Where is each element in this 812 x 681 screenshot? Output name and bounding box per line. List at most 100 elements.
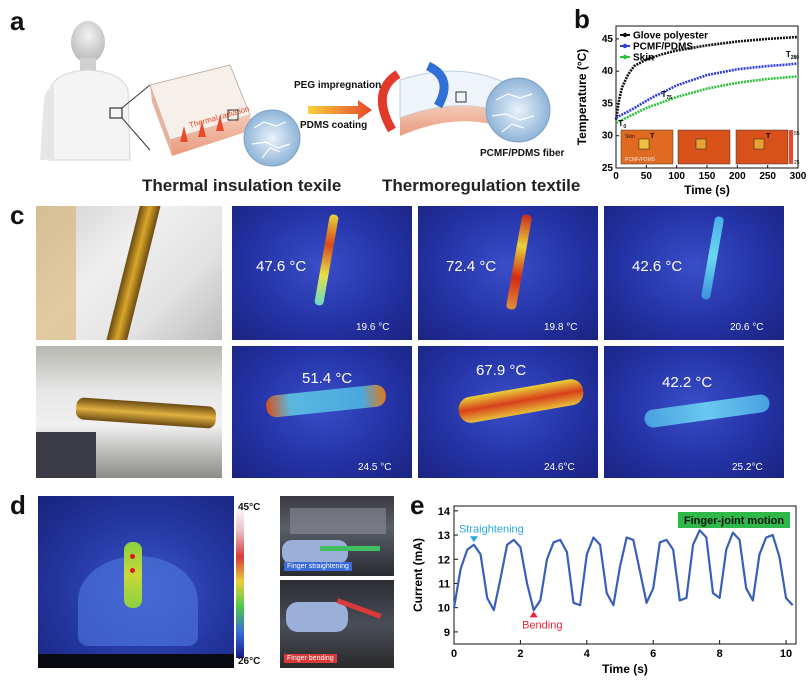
chart-b-xtick-label: 300 [790, 171, 806, 182]
peak-temp-r2-c2: 67.9 °C [476, 362, 527, 379]
thermal-image-r2-c1: 51.4 °C 24.5 °C [232, 346, 412, 478]
chart-e-frame [453, 505, 797, 645]
chart-b-series-line [615, 62, 799, 119]
photo-finger-straight: Finger straightening [280, 496, 394, 576]
ambient-temp-r1-c3: 20.6 °C [730, 322, 764, 333]
peak-temp-r1-c2: 72.4 °C [446, 258, 497, 275]
insulation-fabric: Thermal radiation [149, 64, 301, 167]
chart-b-inset-label: PCMF/PDMS [625, 157, 656, 163]
step-peg-impregnation: PEG impregnation [294, 80, 382, 91]
chart-b-xtick-label: 250 [759, 171, 776, 182]
chart-e-xtick-label: 0 [451, 648, 457, 660]
chart-e-series-line [452, 529, 794, 612]
chart-e-ylabel: Current (mA) [411, 538, 425, 612]
chart-b-xlabel: Time (s) [684, 183, 730, 197]
human-figure [40, 21, 151, 161]
ambient-temp-r1-c1: 19.6 °C [356, 322, 390, 333]
photo-arm-bent [36, 346, 222, 478]
photo-arm-straight [36, 206, 222, 340]
title-regulation-textile: Thermoregulation textile [382, 176, 581, 195]
chart-b-ytick-label: 35 [602, 98, 614, 109]
chart-e-ytick-label: 10 [438, 603, 450, 615]
scale-min-label: 26°C [238, 656, 261, 667]
chart-e-xtick-label: 2 [517, 648, 523, 660]
chart-e-ytick-label: 11 [438, 578, 450, 590]
peak-temp-r2-c1: 51.4 °C [302, 370, 353, 387]
chart-b-legend-label: Skin [633, 53, 654, 64]
chart-b-ytick-label: 25 [602, 163, 614, 174]
chart-b-inset-patch [695, 138, 707, 150]
chart-e-ytick-label: 9 [444, 627, 450, 639]
chart-b-legend-label: PCMF/PDMS [633, 42, 693, 53]
chart-b-ylabel: Temperature (°C) [575, 49, 589, 146]
chart-b-xtick-label: 150 [699, 171, 716, 182]
chart-b-inset-scale-label: 55 [794, 131, 800, 137]
chart-e-annotation-straightening: Straightening [459, 524, 524, 536]
panel-label-d: d [10, 490, 26, 520]
chart-b-inset-patch [638, 138, 650, 150]
chart-e-ytick-label: 12 [438, 554, 450, 566]
chart-b-xtick-label: 0 [613, 171, 619, 182]
chart-b-xtick-label: 200 [729, 171, 746, 182]
scale-max-label: 45°C [238, 502, 261, 513]
chart-e-xtick-label: 6 [650, 648, 656, 660]
chart-b-inset-patch [753, 138, 765, 150]
chart-b-legend-marker [622, 32, 628, 38]
caption-finger-straightening: Finger straightening [284, 562, 352, 571]
step-pdms-coating: PDMS coating [300, 120, 368, 131]
caption-finger-bending: Finger bending [284, 654, 337, 663]
chart-b-xtick-label: 100 [668, 171, 685, 182]
chart-b-annotation: T75 [662, 90, 673, 101]
thermal-hand-image [38, 496, 234, 668]
thermal-image-r2-c3: 42.2 °C 25.2°C [604, 346, 784, 478]
peak-temp-r1-c1: 47.6 °C [256, 258, 307, 275]
chart-e-legend-label: Finger-joint motion [684, 515, 784, 527]
chart-e-xtick-label: 10 [780, 648, 792, 660]
chart-b-inset-scale-label: 25 [794, 160, 800, 166]
ambient-temp-r2-c3: 25.2°C [732, 462, 763, 473]
chart-b-inset-scale [789, 130, 793, 164]
chart-b-inset-annotation: T [650, 133, 655, 140]
process-arrow [308, 100, 372, 120]
chart-b-legend-marker [622, 54, 628, 60]
fiber-label: PCMF/PDMS fiber [480, 148, 565, 159]
chart-b-ytick-label: 30 [602, 131, 614, 142]
temperature-chart: 0 50 100 150 200 250 300 25 30 35 40 45 Time (s) Temp… [575, 25, 806, 197]
thermal-image-r2-c2: 67.9 °C 24.6°C [418, 346, 598, 478]
chart-e-annotation-bending: Bending [522, 619, 562, 631]
ambient-temp-r2-c2: 24.6°C [544, 462, 575, 473]
panel-label-a: a [10, 6, 25, 36]
title-insulation-textile: Thermal insulation texile [142, 176, 342, 195]
chart-b-inset-label: Skin [625, 134, 635, 140]
chart-b-series-line [615, 75, 799, 124]
chart-b-ytick-label: 40 [602, 66, 614, 77]
photo-finger-bent: Finger bending [280, 580, 394, 668]
chart-e-ytick-label: 14 [438, 506, 451, 518]
chart-b-legend-marker [622, 43, 628, 49]
chart-e-bending-marker [529, 611, 538, 618]
chart-e-ytick-label: 13 [438, 530, 450, 542]
color-scale-bar [236, 506, 244, 658]
ambient-temp-r2-c1: 24.5 °C [358, 462, 392, 473]
peak-temp-r1-c3: 42.6 °C [632, 258, 683, 275]
chart-e-xtick-label: 8 [717, 648, 723, 660]
thermal-image-r1-c2: 72.4 °C 19.8 °C [418, 206, 598, 340]
chart-b-annotation: T0 [618, 119, 626, 130]
thermal-image-r1-c3: 42.6 °C 20.6 °C [604, 206, 784, 340]
panel-a-illustration: Thermal radiation [40, 21, 551, 167]
chart-e-xlabel: Time (s) [602, 662, 648, 676]
panel-label-c: c [10, 200, 25, 230]
ambient-temp-r1-c2: 19.8 °C [544, 322, 578, 333]
chart-b-series-line [614, 35, 799, 120]
chart-b-ytick-label: 45 [602, 34, 614, 45]
regulation-fabric [377, 61, 551, 143]
thermal-image-r1-c1: 47.6 °C 19.6 °C [232, 206, 412, 340]
chart-b-xtick-label: 50 [641, 171, 653, 182]
panel-label-e: e [410, 490, 425, 520]
chart-e-legend-box [678, 512, 790, 528]
peak-temp-r2-c3: 42.2 °C [662, 374, 713, 391]
panel-label-b: b [574, 4, 590, 34]
chart-e-straightening-marker [469, 536, 478, 543]
chart-b-inset-annotation: T [766, 133, 771, 140]
chart-e-xtick-label: 4 [584, 648, 591, 660]
